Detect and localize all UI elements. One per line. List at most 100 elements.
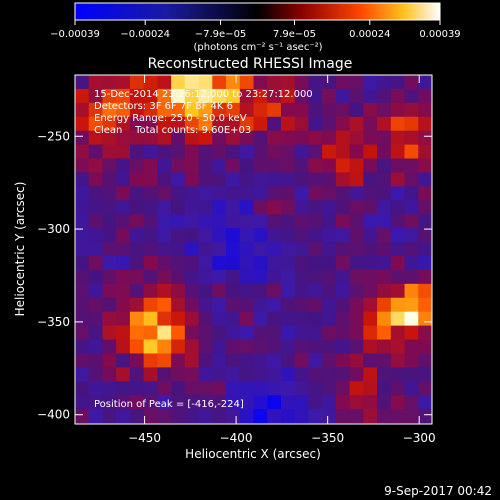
heatmap-cell bbox=[335, 381, 351, 396]
heatmap-cell bbox=[253, 214, 268, 229]
heatmap-cell bbox=[363, 339, 378, 354]
heatmap-cell bbox=[143, 395, 158, 410]
heatmap-cell bbox=[280, 256, 296, 271]
heatmap-cell bbox=[239, 102, 254, 118]
heatmap-cell bbox=[198, 158, 213, 173]
heatmap-cell bbox=[143, 297, 158, 313]
heatmap-cell bbox=[239, 130, 254, 146]
heatmap-cell bbox=[280, 102, 296, 118]
heatmap-cell bbox=[390, 88, 405, 104]
heatmap-cell bbox=[129, 311, 145, 327]
heatmap-cell bbox=[184, 200, 199, 215]
annotation-block: 15-Dec-2014 23:26:12.000 to 23:27:12.000… bbox=[94, 89, 313, 136]
heatmap-cell bbox=[198, 116, 213, 132]
heatmap-cell bbox=[88, 339, 103, 354]
heatmap-cell bbox=[294, 214, 309, 229]
heatmap-cell bbox=[129, 325, 145, 340]
heatmap-cell bbox=[198, 395, 213, 410]
heatmap-cell bbox=[390, 228, 405, 243]
heatmap-cell bbox=[267, 214, 282, 229]
heatmap-cell bbox=[280, 325, 296, 340]
heatmap-cell bbox=[75, 242, 90, 257]
heatmap-cell bbox=[294, 144, 309, 159]
heatmap-cell bbox=[226, 200, 241, 215]
heatmap-cell bbox=[418, 283, 432, 299]
y-axis-ticks: −250 −300 −350 −400 bbox=[37, 129, 432, 422]
heatmap-cell bbox=[75, 353, 90, 368]
heatmap-cell bbox=[184, 325, 199, 340]
heatmap-cell bbox=[390, 353, 405, 368]
heatmap-cell bbox=[377, 102, 392, 118]
heatmap-cell bbox=[102, 214, 117, 229]
heatmap-cell bbox=[390, 102, 405, 118]
heatmap-cell bbox=[88, 353, 103, 368]
heatmap-cell bbox=[322, 381, 337, 396]
heatmap-cell bbox=[335, 130, 351, 146]
heatmap-cell bbox=[418, 381, 432, 396]
heatmap-cell bbox=[171, 311, 186, 327]
heatmap-cell bbox=[226, 409, 241, 424]
heatmap-cell bbox=[280, 200, 296, 215]
heatmap-cell bbox=[212, 75, 227, 90]
heatmap-cell bbox=[129, 367, 145, 382]
heatmap-cell bbox=[75, 311, 90, 327]
heatmap-cell bbox=[377, 409, 392, 424]
heatmap-cell bbox=[88, 256, 103, 271]
heatmap-cell bbox=[267, 242, 282, 257]
heatmap-cell bbox=[226, 116, 241, 132]
heatmap-cell bbox=[75, 339, 90, 354]
heatmap-cell bbox=[294, 367, 309, 382]
heatmap-cell bbox=[335, 353, 351, 368]
heatmap-cell bbox=[157, 381, 172, 396]
heatmap-cell bbox=[377, 75, 392, 90]
heatmap-cell bbox=[418, 102, 432, 118]
heatmap-cell bbox=[171, 395, 186, 410]
heatmap-cell bbox=[102, 283, 117, 299]
heatmap-cell bbox=[349, 228, 364, 243]
heatmap-cell bbox=[349, 283, 364, 299]
heatmap-cell bbox=[404, 158, 419, 173]
heatmap-cell bbox=[267, 395, 282, 410]
colorbar-tick-label: −0.00024 bbox=[120, 29, 170, 40]
heatmap-cell bbox=[280, 172, 296, 187]
heatmap-cell bbox=[363, 269, 378, 285]
heatmap-cell bbox=[390, 395, 405, 410]
heatmap-cell bbox=[212, 88, 227, 104]
heatmap-cell bbox=[294, 242, 309, 257]
heatmap-cell bbox=[322, 242, 337, 257]
heatmap-cell bbox=[75, 116, 90, 132]
heatmap-cell bbox=[253, 367, 268, 382]
x-tick-label: −300 bbox=[403, 431, 436, 445]
heatmap-cell bbox=[267, 269, 282, 285]
heatmap-cell bbox=[226, 395, 241, 410]
heatmap-cell bbox=[184, 186, 199, 201]
heatmap-cell bbox=[253, 102, 268, 118]
heatmap-cell bbox=[75, 88, 90, 104]
heatmap-cell bbox=[102, 172, 117, 187]
heatmap-cell bbox=[253, 186, 268, 201]
heatmap-cell bbox=[308, 242, 323, 257]
heatmap-cell bbox=[184, 228, 199, 243]
heatmap-cell bbox=[184, 130, 199, 146]
heatmap-cell bbox=[116, 297, 131, 313]
heatmap-cell bbox=[157, 158, 172, 173]
heatmap-cell bbox=[322, 269, 337, 285]
heatmap-cell bbox=[157, 325, 172, 340]
heatmap-cell bbox=[253, 172, 268, 187]
heatmap-cell bbox=[377, 311, 392, 327]
heatmap-cell bbox=[308, 75, 323, 90]
heatmap-cell bbox=[267, 423, 282, 424]
heatmap-cell bbox=[253, 353, 268, 368]
heatmap-cell bbox=[267, 75, 282, 90]
heatmap-cell bbox=[143, 339, 158, 354]
heatmap-cell bbox=[226, 144, 241, 159]
heatmap-cell bbox=[143, 144, 158, 159]
heatmap-cell bbox=[404, 88, 419, 104]
heatmap-cell bbox=[308, 339, 323, 354]
heatmap-cell bbox=[308, 409, 323, 424]
colorbar-ticks: −0.00039 −0.00024 −7.9e−05 7.9e−05 0.00024 0.… bbox=[50, 20, 461, 40]
heatmap-cell bbox=[239, 116, 254, 132]
heatmap-cell bbox=[102, 116, 117, 132]
heatmap-cell bbox=[308, 102, 323, 118]
heatmap-cell bbox=[239, 228, 254, 243]
